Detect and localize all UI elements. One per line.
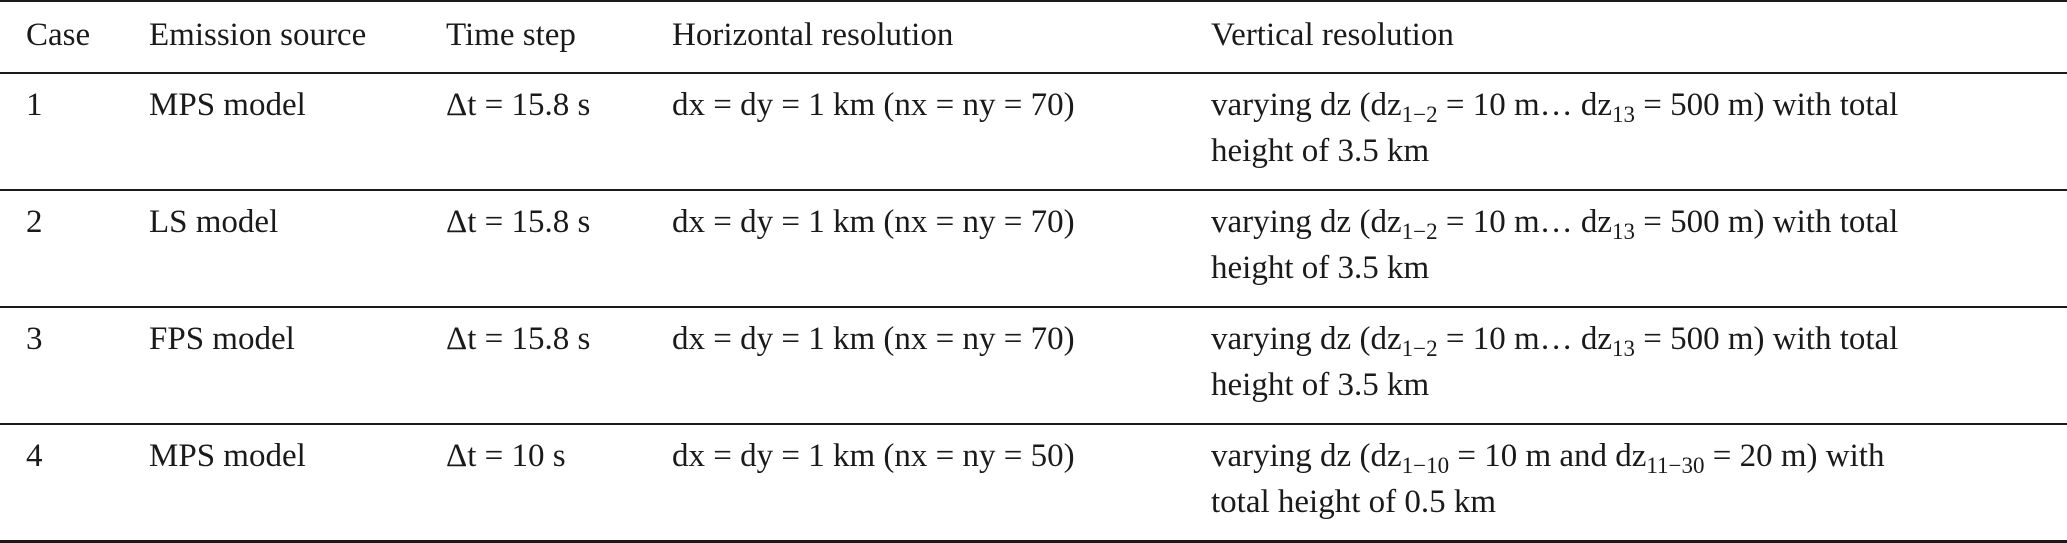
- header-time-step: Time step: [446, 17, 576, 53]
- cell-time-step: Δt = 15.8 s: [446, 321, 591, 357]
- cell-vertical-resolution: varying dz (dz1−2 = 10 m… dz13 = 500 m) …: [1211, 199, 2041, 291]
- header-rule: [0, 72, 2067, 74]
- cell-vertical-resolution: varying dz (dz1−2 = 10 m… dz13 = 500 m) …: [1211, 316, 2041, 408]
- cell-emission-source: MPS model: [149, 87, 306, 123]
- cell-emission-source: LS model: [149, 204, 279, 240]
- vertical-resolution-line-2: height of 3.5 km: [1211, 250, 1430, 286]
- table-bottom-rule: [0, 540, 2067, 543]
- cell-emission-source: FPS model: [149, 321, 295, 357]
- vertical-resolution-line-1: varying dz (dz1−10 = 10 m and dz11−30 = …: [1211, 438, 1885, 478]
- header-horizontal-resolution: Horizontal resolution: [672, 17, 954, 53]
- cell-time-step: Δt = 10 s: [446, 438, 566, 474]
- cell-horizontal-resolution: dx = dy = 1 km (nx = ny = 70): [672, 321, 1075, 357]
- cell-case: 4: [26, 438, 43, 474]
- row-rule: [0, 306, 2067, 308]
- row-rule: [0, 423, 2067, 425]
- cell-vertical-resolution: varying dz (dz1−2 = 10 m… dz13 = 500 m) …: [1211, 82, 2041, 174]
- table-top-rule: [0, 0, 2067, 2]
- header-emission-source: Emission source: [149, 17, 367, 53]
- vertical-resolution-line-1: varying dz (dz1−2 = 10 m… dz13 = 500 m) …: [1211, 204, 1899, 244]
- vertical-resolution-line-2: height of 3.5 km: [1211, 367, 1430, 403]
- cell-case: 3: [26, 321, 43, 357]
- vertical-resolution-line-1: varying dz (dz1−2 = 10 m… dz13 = 500 m) …: [1211, 321, 1899, 361]
- cell-time-step: Δt = 15.8 s: [446, 87, 591, 123]
- cell-horizontal-resolution: dx = dy = 1 km (nx = ny = 70): [672, 204, 1075, 240]
- cell-case: 1: [26, 87, 43, 123]
- cell-horizontal-resolution: dx = dy = 1 km (nx = ny = 70): [672, 87, 1075, 123]
- cell-time-step: Δt = 15.8 s: [446, 204, 591, 240]
- cell-emission-source: MPS model: [149, 438, 306, 474]
- vertical-resolution-line-1: varying dz (dz1−2 = 10 m… dz13 = 500 m) …: [1211, 87, 1899, 127]
- vertical-resolution-line-2: height of 3.5 km: [1211, 133, 1430, 169]
- vertical-resolution-line-2: total height of 0.5 km: [1211, 484, 1497, 520]
- cell-vertical-resolution: varying dz (dz1−10 = 10 m and dz11−30 = …: [1211, 433, 2041, 525]
- cell-horizontal-resolution: dx = dy = 1 km (nx = ny = 50): [672, 438, 1075, 474]
- header-vertical-resolution: Vertical resolution: [1211, 17, 1454, 53]
- row-rule: [0, 189, 2067, 191]
- header-case: Case: [26, 17, 91, 53]
- cell-case: 2: [26, 204, 43, 240]
